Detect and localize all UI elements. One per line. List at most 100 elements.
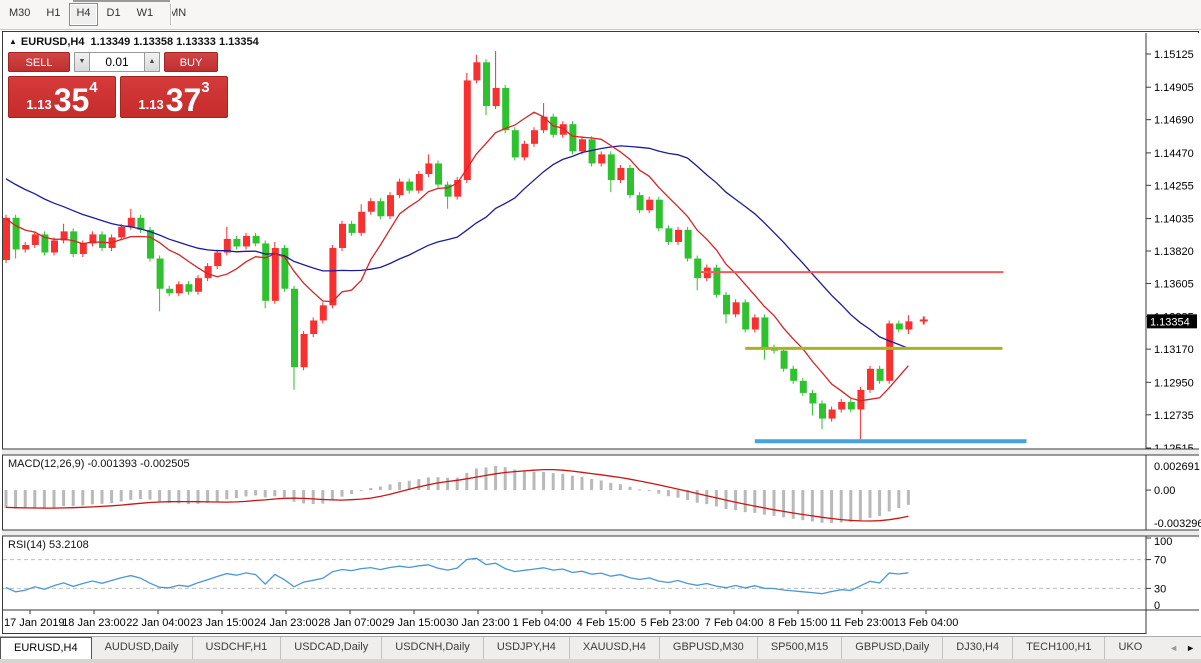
candle-body (636, 195, 644, 211)
chart-symbol-label: EURUSD,H4 (20, 36, 85, 48)
time-axis-label: 1 Feb 04:00 (513, 617, 572, 629)
macd-histogram-bar (426, 477, 430, 491)
status-bar (0, 659, 1201, 663)
candle-body (732, 302, 740, 315)
candle-body (79, 243, 87, 255)
symbol-tab-audusd-daily[interactable]: AUDUSD,Daily (92, 637, 193, 659)
toolbar-separator (170, 4, 172, 25)
candle-body (339, 223, 346, 248)
macd-histogram-bar (522, 471, 526, 491)
candle-body (147, 229, 154, 259)
candle-body (799, 380, 807, 393)
time-axis-label: 23 Jan 15:00 (190, 617, 254, 629)
candle-body (70, 231, 78, 255)
ma-fast-line (5, 111, 909, 402)
period-button-w1[interactable]: W1 (136, 7, 154, 19)
symbol-tab-bar: EURUSD,H4 AUDUSD,Daily USDCHF,H1 USDCAD,Dai… (0, 636, 1201, 659)
macd-histogram-bar (206, 490, 210, 503)
candle-body (223, 238, 231, 253)
macd-histogram-bar (340, 490, 344, 497)
rsi-line (5, 557, 909, 595)
candle-body (483, 62, 490, 107)
candle-body (12, 217, 20, 250)
symbol-tab-sp500-m15[interactable]: SP500,M15 (758, 637, 843, 659)
macd-histogram-bar (273, 490, 277, 497)
candle-body (588, 139, 596, 164)
time-axis-label: 7 Feb 04:00 (705, 617, 764, 629)
macd-histogram-bar (100, 490, 104, 504)
volume-input[interactable]: 0.01 (90, 52, 144, 72)
candle-body (540, 116, 548, 131)
tab-scroll-right-icon[interactable]: ► (1186, 643, 1195, 653)
macd-histogram-bar (292, 490, 296, 502)
candle-body (694, 258, 702, 279)
symbol-tab-gbpusd-m30[interactable]: GBPUSD,M30 (660, 637, 758, 659)
time-axis-label: 28 Jan 07:00 (318, 617, 382, 629)
upper-toolbar-edge (73, 0, 170, 2)
period-button-m30[interactable]: M30 (9, 7, 31, 19)
macd-histogram-bar (686, 490, 690, 501)
buy-button[interactable]: BUY (164, 52, 218, 72)
macd-histogram-bar (618, 484, 622, 491)
symbol-tab-dj30-h4[interactable]: DJ30,H4 (943, 637, 1014, 659)
period-button-mn[interactable]: MN (169, 7, 187, 19)
macd-histogram-bar (215, 490, 219, 502)
candle-body (655, 199, 663, 229)
volume-increase-button[interactable]: ▲ (144, 52, 160, 72)
one-click-trading-widget: SELL ▼ 0.01 ▲ BUY 1.13 35 4 1.13 37 3 (8, 52, 228, 118)
period-button-h4[interactable]: H4 (69, 3, 98, 26)
rsi-label: RSI(14) 53.2108 (8, 539, 89, 551)
macd-histogram-bar (791, 490, 795, 519)
time-axis-label: 29 Jan 15:00 (382, 617, 446, 629)
macd-histogram-bar (282, 490, 286, 498)
candle-body (511, 130, 519, 158)
macd-histogram-bar (532, 471, 536, 491)
candle-body (867, 368, 874, 390)
symbol-tab-xauusd-h4[interactable]: XAUUSD,H4 (570, 637, 660, 659)
macd-histogram-bar (753, 490, 757, 513)
time-axis-label: 5 Feb 23:00 (641, 617, 700, 629)
candle-body (291, 288, 298, 368)
volume-decrease-button[interactable]: ▼ (74, 52, 90, 72)
candle-body (99, 234, 106, 248)
macd-histogram-bar (599, 480, 603, 491)
period-button-d1[interactable]: D1 (106, 7, 121, 19)
sell-button[interactable]: SELL (8, 52, 70, 72)
macd-histogram-bar (71, 490, 75, 507)
symbol-tab-usdcnh-daily[interactable]: USDCNH,Daily (382, 637, 484, 659)
symbol-tab-tech100-h1[interactable]: TECH100,H1 (1013, 637, 1106, 659)
candle-body (502, 87, 510, 131)
macd-histogram-bar (4, 490, 8, 508)
period-button-h1[interactable]: H1 (46, 7, 61, 19)
candle-body (22, 244, 30, 250)
macd-histogram-bar (33, 490, 37, 508)
macd-signal-line (5, 468, 909, 522)
symbol-tab-usdchf-h1[interactable]: USDCHF,H1 (193, 637, 282, 659)
macd-histogram-bar (570, 475, 574, 491)
macd-histogram-bar (666, 490, 670, 497)
symbol-tab-usdjpy-h4[interactable]: USDJPY,H4 (484, 637, 570, 659)
symbol-tab-usdcad-daily[interactable]: USDCAD,Daily (281, 637, 383, 659)
candle-body (89, 234, 97, 244)
macd-histogram-bar (129, 490, 133, 500)
buy-price-panel[interactable]: 1.13 37 3 (120, 76, 228, 118)
sell-price-panel[interactable]: 1.13 35 4 (8, 76, 116, 118)
macd-histogram-bar (244, 490, 248, 497)
macd-histogram-bar (858, 490, 862, 521)
symbol-tab-eurusd-h4[interactable]: EURUSD,H4 (0, 637, 92, 659)
macd-histogram-bar (820, 490, 824, 523)
macd-histogram-bar (263, 490, 267, 498)
candle-body (281, 247, 289, 289)
symbol-tab-uko[interactable]: UKO (1118, 641, 1143, 653)
price-axis-label: 1.14905 (1154, 82, 1194, 94)
macd-histogram-bar (734, 490, 738, 511)
collapse-triangle-icon[interactable]: ▲ (9, 37, 17, 46)
macd-histogram-bar (897, 490, 901, 509)
tab-scrollers: ◄ ► (1169, 637, 1201, 659)
tab-scroll-left-icon[interactable]: ◄ (1169, 643, 1179, 653)
rsi-axis-label: 30 (1154, 583, 1166, 595)
time-axis-label: 24 Jan 23:00 (254, 617, 318, 629)
macd-histogram-bar (42, 490, 46, 509)
symbol-tab-gbpusd-daily[interactable]: GBPUSD,Daily (842, 637, 944, 659)
